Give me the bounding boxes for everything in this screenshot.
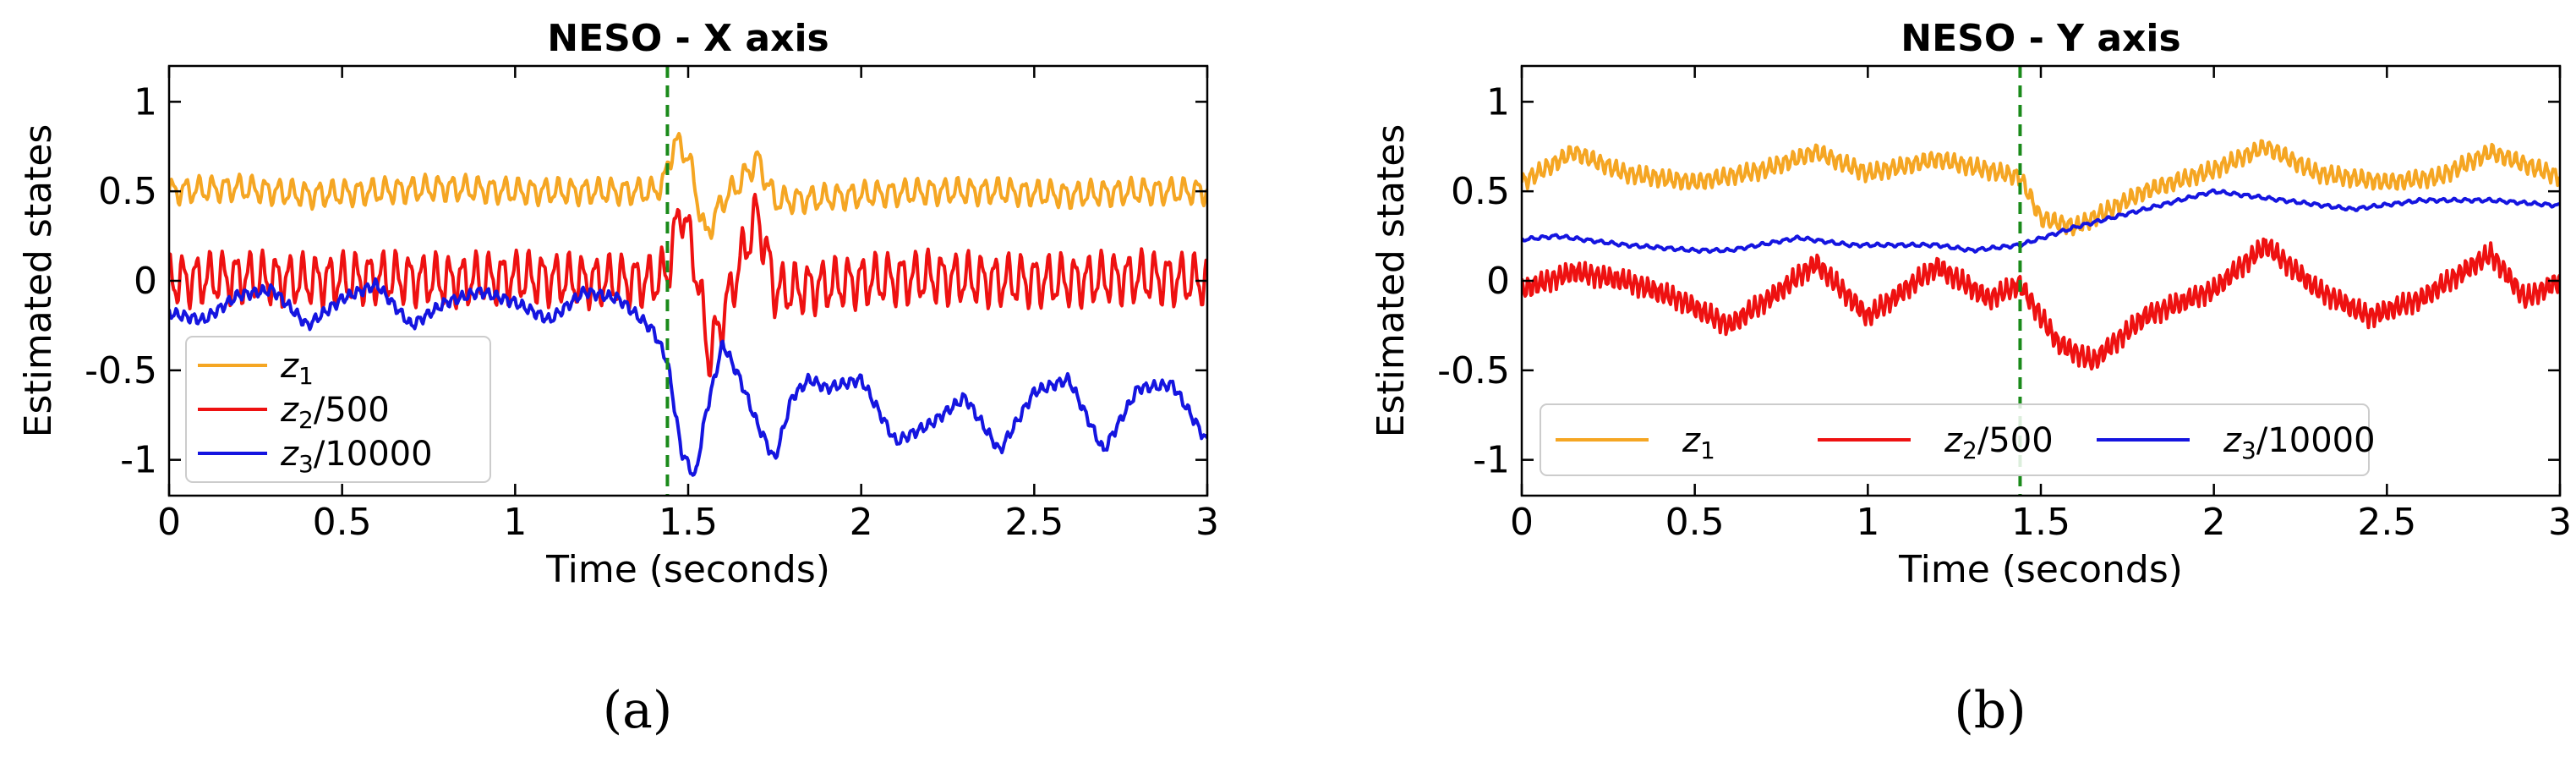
y-tick-label: -0.5 xyxy=(85,349,157,392)
y-tick-label: 0 xyxy=(1486,260,1510,303)
y-tick-label: 0 xyxy=(134,260,157,303)
x-tick-label: 1.5 xyxy=(659,501,718,544)
y-tick-label: -0.5 xyxy=(1437,349,1510,392)
legend-label: z1 xyxy=(1682,421,1715,464)
series-line-z3-10000 xyxy=(169,277,1207,477)
y-tick-label: 0.5 xyxy=(98,170,157,213)
subfigure-label: (a) xyxy=(603,681,673,740)
x-tick-label: 0 xyxy=(1510,501,1534,544)
y-axis-label: Estimated states xyxy=(17,124,60,438)
x-tick-label: 2 xyxy=(850,501,873,544)
legend-label: z3/10000 xyxy=(280,435,433,478)
x-tick-label: 0.5 xyxy=(1665,501,1725,544)
legend-box xyxy=(185,336,491,483)
series-line-z2-500 xyxy=(169,192,1207,378)
x-axis-label: Time (seconds) xyxy=(1898,548,2183,591)
panel-x-axis: 0 0.5 1 1.5 2 2.5 3 1 0.5 0 -0.5 -1 NESO - X axis Tim… xyxy=(17,17,1219,740)
series-line-z1 xyxy=(169,131,1207,240)
x-tick-label: 1.5 xyxy=(2011,501,2070,544)
y-tick-label: 1 xyxy=(134,80,157,123)
panel-y-axis: 0 0.5 1 1.5 2 2.5 3 1 0.5 0 -0.5 -1 NESO - Y axis Tim… xyxy=(1370,17,2572,740)
legend-label: z2/500 xyxy=(1944,421,2054,464)
legend-label: z3/10000 xyxy=(2223,421,2376,464)
series-line-z3-10000 xyxy=(1522,188,2560,255)
y-tick-label: -1 xyxy=(1473,439,1510,482)
x-tick-label: 1 xyxy=(503,501,527,544)
y-tick-label: 1 xyxy=(1486,80,1510,123)
legend: z1 z2/500 z3/10000 xyxy=(1540,403,2376,476)
y-tick-label: -1 xyxy=(120,439,157,482)
x-tick-label: 2.5 xyxy=(1004,501,1064,544)
x-tick-label: 2 xyxy=(2202,501,2226,544)
x-tick-label: 2.5 xyxy=(2357,501,2416,544)
x-tick-label: 3 xyxy=(1195,501,1219,544)
x-axis-label: Time (seconds) xyxy=(545,548,830,591)
x-tick-label: 3 xyxy=(2548,501,2572,544)
legend-box xyxy=(1540,403,2370,476)
chart-title: NESO - X axis xyxy=(547,17,829,60)
series-line-z2-500 xyxy=(1522,237,2560,371)
legend-label: z1 xyxy=(280,347,314,390)
x-tick-label: 0.5 xyxy=(313,501,372,544)
y-tick-label: 0.5 xyxy=(1451,170,1510,213)
legend-label: z2/500 xyxy=(280,391,390,434)
y-axis-label: Estimated states xyxy=(1370,124,1413,438)
chart-title: NESO - Y axis xyxy=(1901,17,2180,60)
x-tick-label: 0 xyxy=(157,501,181,544)
series-line-z1 xyxy=(1522,139,2560,237)
x-tick-label: 1 xyxy=(1856,501,1879,544)
subfigure-label: (b) xyxy=(1954,681,2026,740)
